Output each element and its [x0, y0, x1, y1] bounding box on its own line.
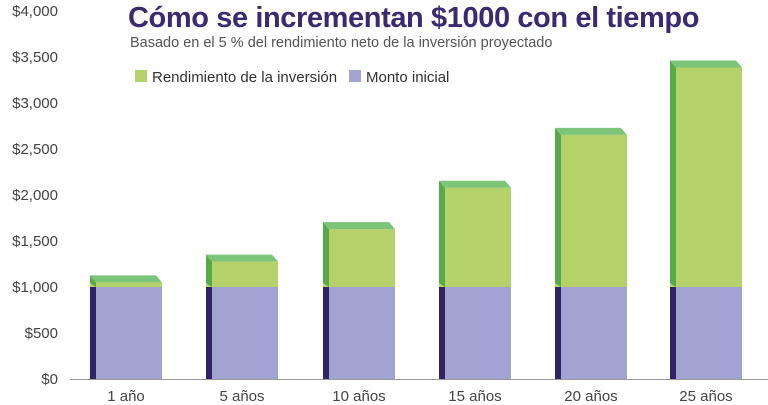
bar-rendimiento: [323, 229, 395, 287]
x-tick-label: 15 años: [448, 388, 501, 405]
legend-swatch-monto-inicial: [349, 70, 361, 82]
bar-monto-inicial: [555, 287, 627, 379]
bar-side-monto-inicial: [555, 283, 561, 379]
y-tick-label: $4,000: [12, 3, 58, 20]
bar-cap: [206, 254, 278, 262]
bar-rendimiento: [439, 187, 511, 287]
y-tick-label: $2,500: [12, 141, 58, 158]
bar-monto-inicial: [670, 287, 742, 379]
bar-side-rendimiento: [555, 127, 561, 287]
bar-monto-inicial: [90, 287, 162, 379]
bar-cap: [323, 222, 395, 230]
bar-side-rendimiento: [206, 254, 212, 287]
bar-side-rendimiento: [323, 222, 329, 287]
bar-cap: [439, 180, 511, 188]
legend-label-monto-inicial: Monto inicial: [366, 69, 449, 86]
bar-side-monto-inicial: [439, 283, 445, 379]
bar-side-monto-inicial: [206, 283, 212, 379]
y-tick-label: $0: [41, 371, 58, 388]
bar-cap: [555, 127, 627, 135]
x-tick-label: 5 años: [219, 388, 264, 405]
bar-side-rendimiento: [439, 180, 445, 287]
x-tick-label: 25 años: [679, 388, 732, 405]
bar-rendimiento: [670, 67, 742, 287]
bar-side-monto-inicial: [670, 283, 676, 379]
bar-side-monto-inicial: [323, 283, 329, 379]
x-tick-label: 10 años: [332, 388, 385, 405]
bar-monto-inicial: [206, 287, 278, 379]
bar-side-monto-inicial: [90, 283, 96, 379]
chart-title: Cómo se incrementan $1000 con el tiempo: [128, 2, 700, 34]
x-tick-label: 1 año: [107, 388, 145, 405]
y-tick-label: $500: [25, 325, 58, 342]
bar-cap: [90, 275, 162, 283]
chart-subtitle: Basado en el 5 % del rendimiento neto de…: [130, 35, 553, 51]
y-tick-label: $2,000: [12, 187, 58, 204]
bar-rendimiento: [206, 261, 278, 287]
x-tick-label: 20 años: [564, 388, 617, 405]
bar-side-rendimiento: [670, 60, 676, 287]
y-tick-label: $3,500: [12, 49, 58, 66]
bar-rendimiento: [90, 282, 162, 287]
y-tick-label: $1,000: [12, 279, 58, 296]
legend-label-rendimiento: Rendimiento de la inversión: [152, 69, 337, 86]
y-tick-label: $3,000: [12, 95, 58, 112]
bar-cap: [670, 60, 742, 68]
bar-monto-inicial: [323, 287, 395, 379]
legend-swatch-rendimiento: [135, 70, 147, 82]
bar-side-rendimiento: [90, 275, 96, 287]
y-tick-label: $1,500: [12, 233, 58, 250]
bar-rendimiento: [555, 134, 627, 287]
bar-monto-inicial: [439, 287, 511, 379]
